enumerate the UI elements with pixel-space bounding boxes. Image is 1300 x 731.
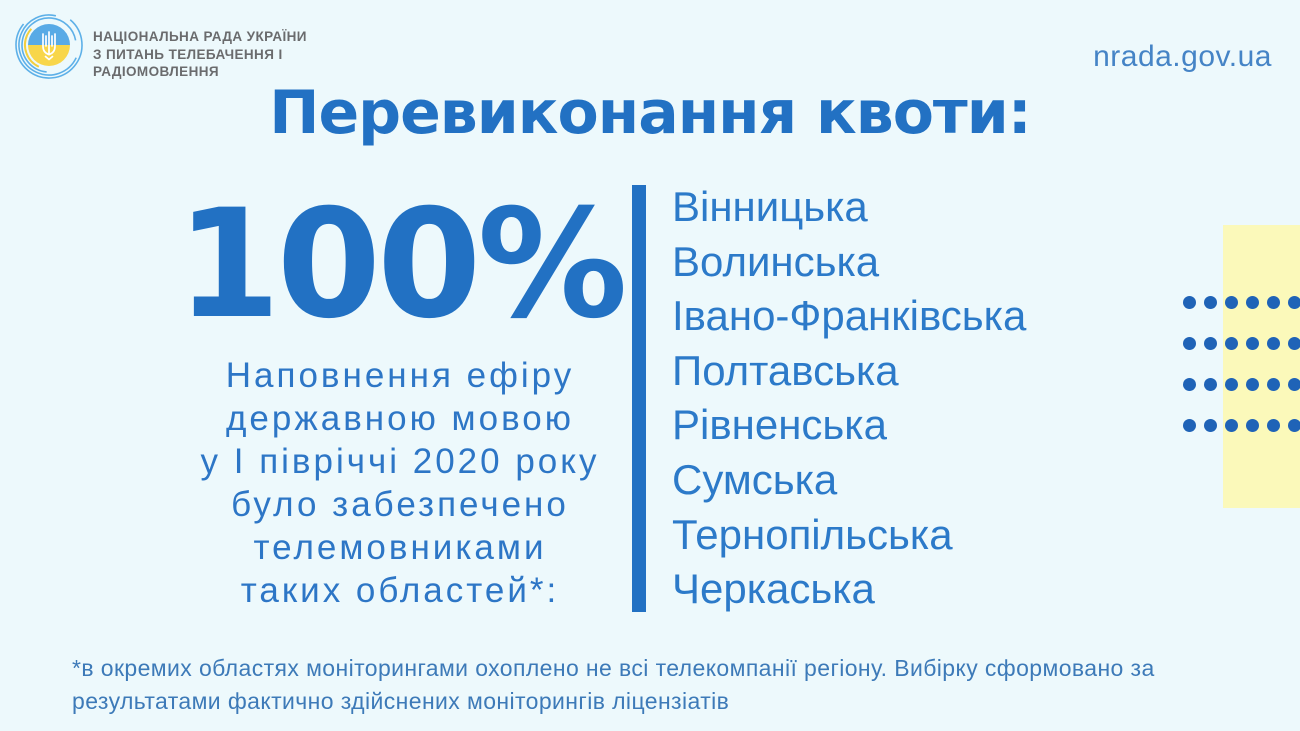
stat-description: Наповнення ефіру державною мовою у І пів… [170, 354, 630, 612]
org-name-line: НАЦІОНАЛЬНА РАДА УКРАЇНИ [93, 29, 307, 44]
regions-list: Вінницька Волинська Івано-Франківська По… [672, 180, 1026, 617]
stat-description-line: у І півріччі 2020 року [200, 442, 600, 481]
region-item: Івано-Франківська [672, 292, 1027, 340]
dot-decoration [1267, 378, 1280, 391]
website-url: nrada.gov.ua [1093, 40, 1272, 73]
page-title: Перевиконання квоти: [269, 78, 1032, 148]
dot-decoration [1204, 378, 1217, 391]
trident-emblem-icon [14, 10, 84, 80]
stat-description-line: було забезпечено [231, 485, 569, 524]
dot-decoration [1204, 337, 1217, 350]
stat-block: 100% Наповнення ефіру державною мовою у … [170, 190, 630, 612]
dot-decoration [1246, 378, 1259, 391]
dot-decoration [1246, 337, 1259, 350]
dot-decoration [1204, 419, 1217, 432]
vertical-divider [632, 185, 646, 612]
region-item: Сумська [672, 455, 838, 503]
region-item: Тернопільська [672, 510, 953, 558]
dot-decoration [1225, 378, 1238, 391]
dot-decoration [1183, 378, 1196, 391]
region-item: Вінницька [672, 183, 868, 230]
stat-description-line: Наповнення ефіру [225, 356, 575, 395]
dot-decoration [1183, 296, 1196, 309]
dot-decoration [1267, 337, 1280, 350]
org-name-line: РАДІОМОВЛЕННЯ [93, 64, 219, 79]
dot-decoration [1267, 296, 1280, 309]
stat-description-line: державною мовою [225, 399, 575, 438]
dot-decoration [1246, 296, 1259, 309]
region-item: Черкаська [672, 565, 875, 613]
dot-decoration [1246, 419, 1259, 432]
footnote: *в окремих областях моніторингами охопле… [72, 655, 1155, 714]
stat-description-line: таких областей*: [240, 571, 560, 610]
org-name: НАЦІОНАЛЬНА РАДА УКРАЇНИ З ПИТАНЬ ТЕЛЕБА… [93, 28, 307, 81]
region-item: Волинська [672, 237, 880, 285]
dot-decoration [1267, 419, 1280, 432]
dot-decoration [1183, 419, 1196, 432]
dot-decoration [1225, 419, 1238, 432]
dot-decoration [1225, 337, 1238, 350]
region-item: Полтавська [672, 346, 899, 394]
dot-decoration [1225, 296, 1238, 309]
stat-value: 100% [176, 178, 627, 352]
dot-decoration [1288, 419, 1300, 432]
yellow-rectangle-decoration [1223, 225, 1300, 508]
dot-decoration [1204, 296, 1217, 309]
region-item: Рівненська [672, 401, 887, 449]
dot-decoration [1288, 296, 1300, 309]
dot-decoration [1288, 337, 1300, 350]
dot-decoration [1288, 378, 1300, 391]
stat-description-line: телемовниками [253, 528, 547, 567]
org-name-line: З ПИТАНЬ ТЕЛЕБАЧЕННЯ І [93, 46, 283, 62]
dots-pattern-decoration [1183, 296, 1300, 432]
dot-decoration [1183, 337, 1196, 350]
